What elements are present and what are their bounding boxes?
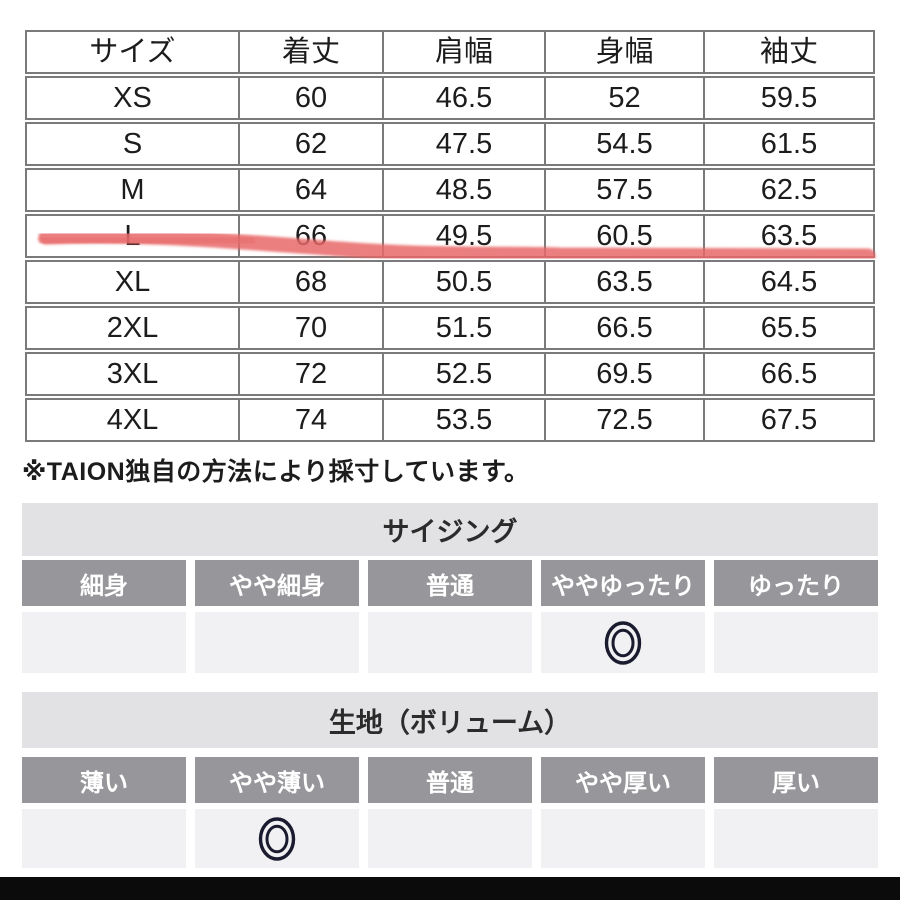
value-cell: 53.5 xyxy=(384,400,546,440)
value-cell: 57.5 xyxy=(546,170,705,210)
table-row: 4XL 74 53.5 72.5 67.5 xyxy=(25,398,875,442)
column-header: サイズ xyxy=(27,32,240,72)
fabric-option-label: やや薄い xyxy=(195,757,359,803)
table-row: XL 68 50.5 63.5 64.5 xyxy=(25,260,875,304)
value-cell: 72.5 xyxy=(546,400,705,440)
table-row: 3XL 72 52.5 69.5 66.5 xyxy=(25,352,875,396)
size-cell: 2XL xyxy=(27,308,240,348)
size-cell: M xyxy=(27,170,240,210)
fabric-option-label: やや厚い xyxy=(541,757,705,803)
size-cell: XL xyxy=(27,262,240,302)
column-header: 着丈 xyxy=(240,32,384,72)
size-cell: 3XL xyxy=(27,354,240,394)
size-cell: 4XL xyxy=(27,400,240,440)
value-cell: 51.5 xyxy=(384,308,546,348)
value-cell: 62.5 xyxy=(760,173,818,206)
value-cell: 49.5 xyxy=(384,216,546,256)
value-cell: 66 xyxy=(240,216,384,256)
bottom-black-bar xyxy=(0,877,900,900)
value-cell: 61.5 xyxy=(760,127,818,160)
sizing-section-title: サイジング xyxy=(22,503,878,556)
fabric-option-label: 薄い xyxy=(22,757,186,803)
value-cell: 62 xyxy=(240,124,384,164)
fabric-option-label: 厚い xyxy=(714,757,878,803)
table-header-row: サイズ 着丈 肩幅 身幅 袖丈 xyxy=(25,30,875,74)
value-cell: 66.5 xyxy=(546,308,705,348)
sizing-option-label: 普通 xyxy=(368,560,532,606)
sizing-mark-cell xyxy=(714,612,878,673)
sizing-option-label: ゆったり xyxy=(714,560,878,606)
column-header: 袖丈 xyxy=(759,35,818,68)
fabric-section-title: 生地（ボリューム） xyxy=(22,692,878,748)
fabric-mark-cell xyxy=(541,809,705,868)
value-cell: 70 xyxy=(240,308,384,348)
sizing-marks-row xyxy=(22,612,878,673)
fabric-options-row: 薄い やや薄い 普通 やや厚い 厚い xyxy=(22,757,878,803)
value-cell: 54.5 xyxy=(546,124,705,164)
sizing-mark-cell xyxy=(368,612,532,673)
value-cell: 50.5 xyxy=(384,262,546,302)
sizing-options-row: 細身 やや細身 普通 ややゆったり ゆったり xyxy=(22,560,878,606)
value-cell: 63.5 xyxy=(760,219,818,252)
value-cell: 47.5 xyxy=(384,124,546,164)
sizing-mark-cell xyxy=(195,612,359,673)
size-cell: XS xyxy=(27,78,240,118)
value-cell: 52.5 xyxy=(384,354,546,394)
sizing-mark-cell xyxy=(22,612,186,673)
value-cell: 59.5 xyxy=(760,81,818,114)
fabric-mark-cell xyxy=(714,809,878,868)
value-cell: 48.5 xyxy=(384,170,546,210)
column-header: 身幅 xyxy=(546,32,705,72)
size-table: サイズ 着丈 肩幅 身幅 袖丈 XS 60 46.5 52 59.5 S 62 47.5 54.5 61.5… xyxy=(25,30,875,444)
value-cell: 68 xyxy=(240,262,384,302)
double-circle-mark xyxy=(258,816,296,861)
value-cell: 60.5 xyxy=(546,216,705,256)
sizing-option-label: やや細身 xyxy=(195,560,359,606)
fabric-marks-row xyxy=(22,809,878,868)
double-circle-mark xyxy=(604,620,642,665)
size-cell: S xyxy=(27,124,240,164)
value-cell: 72 xyxy=(240,354,384,394)
measurement-note: ※TAION独自の方法により採寸しています。 xyxy=(22,458,530,486)
table-row: M 64 48.5 57.5 62.5 xyxy=(25,168,875,212)
table-row: 2XL 70 51.5 66.5 65.5 xyxy=(25,306,875,350)
value-cell: 46.5 xyxy=(384,78,546,118)
table-row: XS 60 46.5 52 59.5 xyxy=(25,76,875,120)
value-cell: 66.5 xyxy=(760,357,818,390)
value-cell: 60 xyxy=(240,78,384,118)
sizing-mark-cell xyxy=(541,612,705,673)
fabric-option-label: 普通 xyxy=(368,757,532,803)
value-cell: 52 xyxy=(546,78,705,118)
column-header: 肩幅 xyxy=(384,32,546,72)
sizing-option-label: ややゆったり xyxy=(541,560,705,606)
fabric-mark-cell xyxy=(195,809,359,868)
fabric-mark-cell xyxy=(22,809,186,868)
value-cell: 69.5 xyxy=(546,354,705,394)
size-cell: L xyxy=(27,216,240,256)
value-cell: 63.5 xyxy=(546,262,705,302)
value-cell: 65.5 xyxy=(760,311,818,344)
table-row: S 62 47.5 54.5 61.5 xyxy=(25,122,875,166)
value-cell: 64.5 xyxy=(760,265,818,298)
fabric-mark-cell xyxy=(368,809,532,868)
value-cell: 67.5 xyxy=(760,403,818,436)
sizing-option-label: 細身 xyxy=(22,560,186,606)
value-cell: 74 xyxy=(240,400,384,440)
table-row: L 66 49.5 60.5 63.5 xyxy=(25,214,875,258)
value-cell: 64 xyxy=(240,170,384,210)
